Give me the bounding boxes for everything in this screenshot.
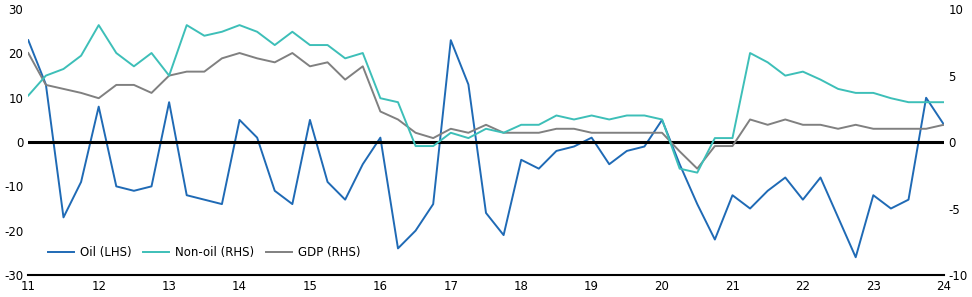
Non-oil (RHS) <box>621 114 633 117</box>
Line: Non-oil (RHS): Non-oil (RHS) <box>28 25 944 173</box>
Oil (LHS) <box>269 189 281 192</box>
Oil (LHS) <box>550 149 562 153</box>
Line: GDP (RHS): GDP (RHS) <box>28 53 944 169</box>
GDP (RHS) <box>604 131 615 135</box>
Non-oil (RHS) <box>93 23 105 27</box>
GDP (RHS) <box>269 61 281 64</box>
Non-oil (RHS) <box>691 171 703 174</box>
GDP (RHS) <box>938 123 950 127</box>
GDP (RHS) <box>850 123 861 127</box>
Non-oil (RHS) <box>287 30 298 34</box>
Line: Oil (LHS): Oil (LHS) <box>28 40 944 257</box>
Non-oil (RHS) <box>938 100 950 104</box>
GDP (RHS) <box>691 167 703 170</box>
GDP (RHS) <box>22 51 34 55</box>
Non-oil (RHS) <box>569 118 580 121</box>
Non-oil (RHS) <box>639 114 650 117</box>
Oil (LHS) <box>569 145 580 148</box>
Oil (LHS) <box>604 162 615 166</box>
Oil (LHS) <box>850 255 861 259</box>
Oil (LHS) <box>727 193 739 197</box>
Oil (LHS) <box>938 123 950 126</box>
Non-oil (RHS) <box>762 61 774 64</box>
Oil (LHS) <box>22 38 34 42</box>
Legend: Oil (LHS), Non-oil (RHS), GDP (RHS): Oil (LHS), Non-oil (RHS), GDP (RHS) <box>44 241 365 264</box>
Non-oil (RHS) <box>586 114 598 117</box>
GDP (RHS) <box>550 127 562 131</box>
Non-oil (RHS) <box>22 94 34 97</box>
GDP (RHS) <box>569 127 580 131</box>
GDP (RHS) <box>745 118 756 121</box>
Oil (LHS) <box>832 216 844 219</box>
